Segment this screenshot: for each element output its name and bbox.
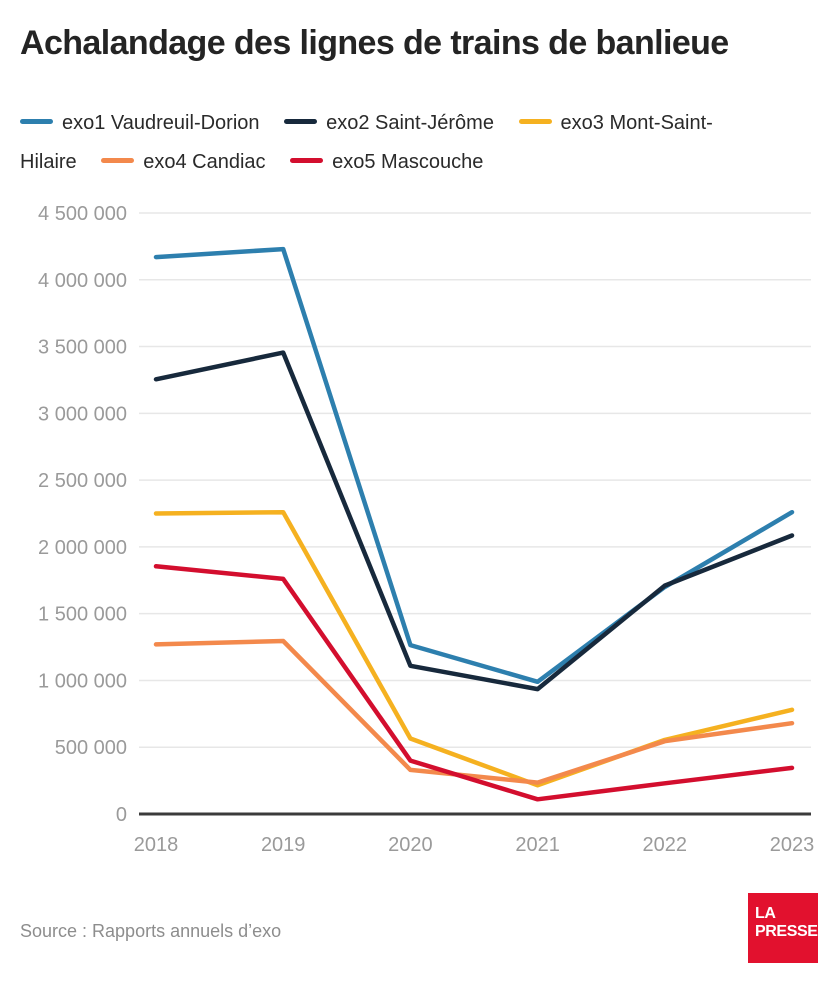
legend-swatch-icon <box>290 158 324 164</box>
legend-swatch-icon <box>284 119 318 125</box>
y-tick-label: 4 000 000 <box>38 270 127 292</box>
y-tick-label: 3 500 000 <box>38 337 127 359</box>
x-tick-label: 2022 <box>643 834 688 856</box>
x-tick-label: 2021 <box>515 834 560 856</box>
source-text: Source : Rapports annuels d’exo <box>20 921 282 941</box>
y-tick-label: 3 000 000 <box>38 403 127 425</box>
legend-item-5: exo5 Mascouche <box>290 151 483 173</box>
x-tick-label: 2019 <box>261 834 306 856</box>
chart-title: Achalandage des lignes de trains de banl… <box>20 24 729 62</box>
y-tick-label: 2 500 000 <box>38 470 127 492</box>
series-line-exo5 <box>153 564 795 802</box>
legend-swatch-icon <box>518 119 552 125</box>
legend-item-1: exo1 Vaudreuil-Dorion <box>20 112 260 134</box>
legend-item-4: exo4 Candiac <box>101 151 266 173</box>
y-tick-label: 2 000 000 <box>38 537 127 559</box>
legend-item-2: exo2 Saint-Jérôme <box>284 112 494 134</box>
y-tick-label: 4 500 000 <box>38 203 127 225</box>
legend-swatch-icon <box>20 119 53 125</box>
legend-label: exo4 Candiac <box>143 151 266 173</box>
series-line-exo1 <box>153 246 795 685</box>
series-line-exo2 <box>153 350 795 692</box>
legend-label: exo5 Mascouche <box>332 151 484 173</box>
legend: exo1 Vaudreuil-Dorion exo2 Saint-Jérôme … <box>20 104 746 182</box>
y-tick-label: 0 <box>116 804 127 826</box>
y-tick-label: 500 000 <box>55 737 127 759</box>
series-line-exo3 <box>153 509 795 788</box>
logo-line-1: LA <box>755 905 776 922</box>
legend-item-3: exo3 Mont-Saint-Hilaire <box>20 112 713 173</box>
legend-label: exo3 Mont-Saint-Hilaire <box>20 112 713 173</box>
logo-line-2: PRESSE <box>755 922 818 940</box>
legend-label: exo2 Saint-Jérôme <box>326 112 494 134</box>
x-tick-label: 2018 <box>134 834 179 856</box>
series-line-exo4 <box>153 638 795 785</box>
legend-label: exo1 Vaudreuil-Dorion <box>62 112 260 134</box>
y-tick-label: 1 500 000 <box>38 604 127 626</box>
x-tick-label: 2023 <box>770 834 815 856</box>
legend-swatch-icon <box>101 158 135 164</box>
lapresse-logo: LA PRESSE <box>748 893 818 963</box>
y-tick-label: 1 000 000 <box>38 670 127 692</box>
x-tick-label: 2020 <box>388 834 433 856</box>
